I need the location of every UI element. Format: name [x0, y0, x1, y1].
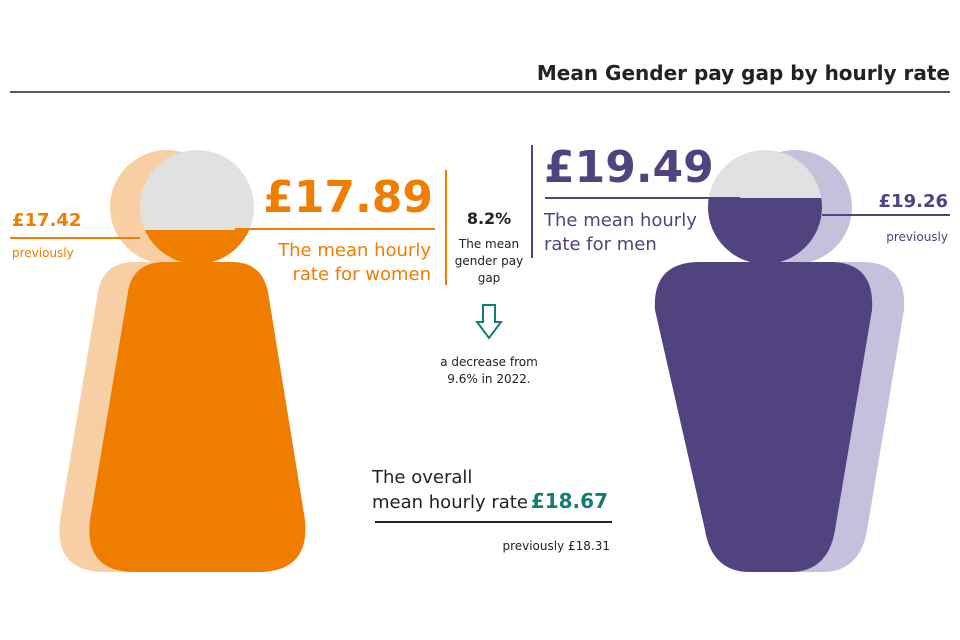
overall-label: mean hourly rate — [372, 492, 528, 513]
gap-change: a decrease from — [440, 355, 538, 369]
women-value: £17.89 — [263, 172, 433, 223]
women-label: The mean hourly — [277, 240, 431, 261]
decrease-arrow — [475, 304, 503, 340]
men-label: The mean hourly — [543, 210, 697, 231]
overall-value: £18.67 — [531, 489, 608, 513]
gap-change: 9.6% in 2022. — [447, 372, 530, 386]
women-previous-label: previously — [12, 246, 74, 260]
men-previous-value: £19.26 — [879, 191, 948, 212]
men-label: rate for men — [544, 234, 657, 255]
men-figure — [654, 150, 905, 572]
gap-label: The mean — [458, 237, 519, 251]
title: Mean Gender pay gap by hourly rate — [537, 61, 950, 85]
gap-value: 8.2% — [467, 209, 511, 228]
overall-label: The overall — [371, 467, 472, 488]
gap-label: gap — [478, 271, 501, 285]
women-previous-value: £17.42 — [12, 210, 81, 231]
gap-label: gender pay — [455, 254, 523, 268]
men-previous-label: previously — [886, 230, 948, 244]
overall-previous: previously £18.31 — [502, 539, 610, 553]
women-label: rate for women — [292, 264, 431, 285]
men-value: £19.49 — [544, 142, 714, 193]
women-figure — [59, 150, 306, 572]
